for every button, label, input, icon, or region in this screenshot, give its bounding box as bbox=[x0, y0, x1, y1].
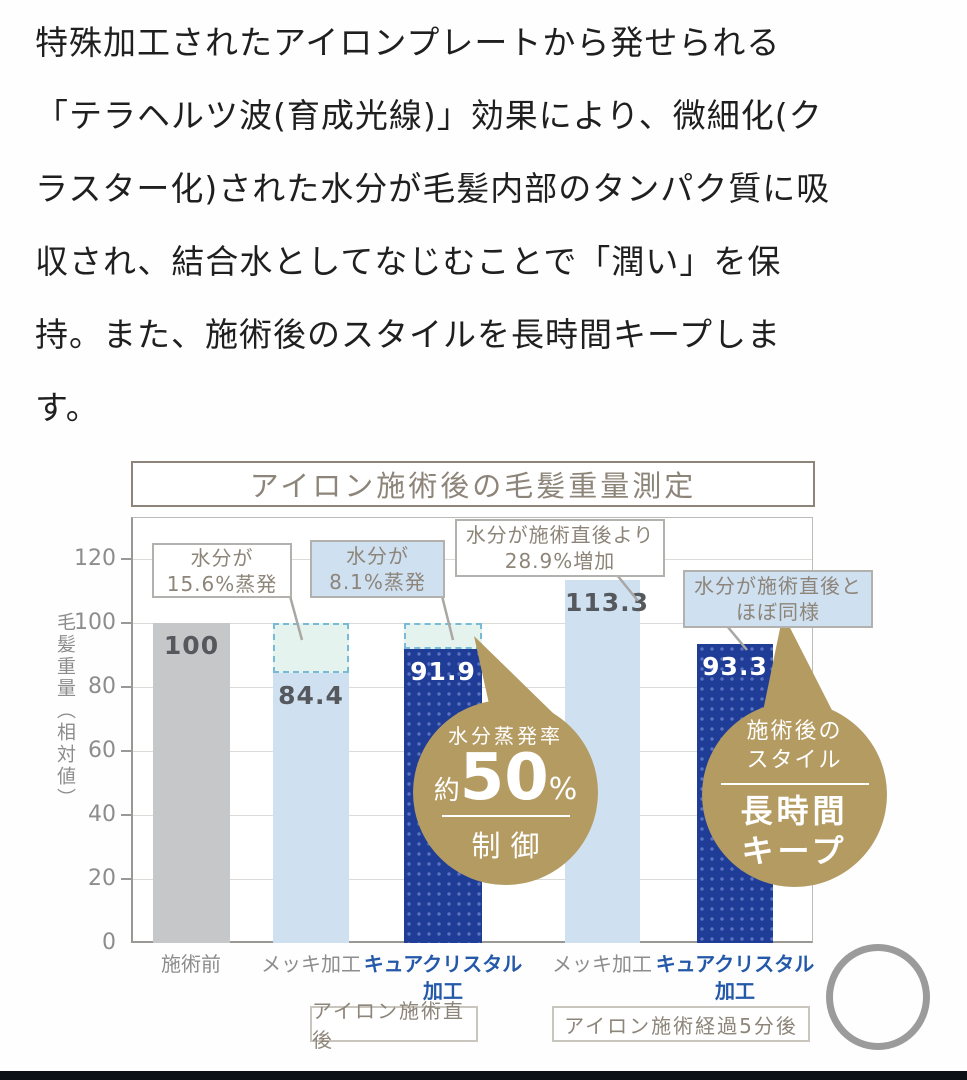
y-tick-40: 40 bbox=[88, 802, 116, 827]
group-label-immediately-after: アイロン施術直後 bbox=[310, 999, 478, 1052]
badge-divider bbox=[441, 814, 570, 817]
y-tick-100: 100 bbox=[74, 610, 116, 635]
bar-value-label: 113.3 bbox=[565, 588, 650, 617]
group-label-5min-after: アイロン施術経過5分後 bbox=[552, 1006, 810, 1042]
bar-value-label: 100 bbox=[163, 631, 220, 660]
y-tick-0: 0 bbox=[102, 930, 116, 955]
y-tick-120: 120 bbox=[74, 546, 116, 571]
annotation-same-as-right-after: 水分が施術直後と ほぼ同様 bbox=[683, 570, 873, 628]
evaporated-region-cure-crystal bbox=[404, 623, 482, 649]
x-label-cure-crystal-1: キュアクリスタル 加工 bbox=[363, 952, 523, 1003]
x-label-plated-1: メッキ加工 bbox=[261, 952, 361, 976]
badge-evaporation-50: 水分蒸発率 約 50% 制御 bbox=[413, 700, 598, 885]
annotation-increase-28-9: 水分が施術直後より 28.9%増加 bbox=[455, 519, 665, 577]
y-tick-mark bbox=[121, 814, 131, 816]
bar-value-label: 91.9 bbox=[410, 657, 476, 686]
y-axis-title: 毛髪重量（相対値） bbox=[54, 612, 76, 810]
badge-top-text: 水分蒸発率 bbox=[448, 724, 563, 749]
bar-value-label: 93.3 bbox=[702, 652, 768, 681]
x-label-cure-crystal-2: キュアクリスタル 加工 bbox=[655, 952, 815, 1003]
y-tick-mark bbox=[121, 558, 131, 560]
bar-before-treatment: 100 bbox=[153, 623, 230, 943]
x-label-before: 施術前 bbox=[161, 952, 221, 976]
bar-value-label: 84.4 bbox=[278, 681, 344, 710]
badge-big-number: 50 bbox=[459, 741, 549, 816]
y-tick-mark bbox=[121, 686, 131, 688]
badge-line2: スタイル bbox=[746, 747, 843, 773]
bar-plated-immediately: 84.4 bbox=[273, 673, 349, 943]
badge-long-keep: 施術後の スタイル 長時間 キープ bbox=[702, 702, 887, 887]
y-tick-mark bbox=[121, 750, 131, 752]
badge-unit: % bbox=[548, 772, 578, 808]
annotation-evaporated-15-6: 水分が 15.6%蒸発 bbox=[152, 543, 292, 598]
badge-line1: 施術後の bbox=[746, 718, 843, 744]
x-label-plated-2: メッキ加工 bbox=[552, 952, 652, 976]
y-tick-mark bbox=[121, 878, 131, 880]
chart-title-box: アイロン施術後の毛髪重量測定 bbox=[131, 461, 815, 507]
badge-mid-row: 約 50% bbox=[434, 745, 578, 812]
y-tick-mark bbox=[121, 622, 131, 624]
badge-line3: 長時間 bbox=[740, 792, 849, 831]
intro-paragraph: 特殊加工されたアイロンプレートから発せられる 「テラヘルツ波(育成光線)」効果に… bbox=[35, 23, 831, 427]
chart-title: アイロン施術後の毛髪重量測定 bbox=[249, 469, 697, 503]
y-tick-20: 20 bbox=[88, 866, 116, 891]
badge-bottom-text: 制御 bbox=[471, 828, 550, 863]
badge-prefix: 約 bbox=[433, 776, 460, 807]
annotation-evaporated-8-1: 水分が 8.1%蒸発 bbox=[310, 540, 445, 598]
watermark-circle bbox=[826, 944, 930, 1050]
evaporated-region-plated bbox=[273, 623, 349, 673]
badge-divider bbox=[720, 783, 869, 786]
bottom-strip bbox=[0, 1071, 967, 1080]
badge-line4: キープ bbox=[741, 832, 848, 871]
y-tick-80: 80 bbox=[88, 674, 116, 699]
y-tick-60: 60 bbox=[88, 738, 116, 763]
